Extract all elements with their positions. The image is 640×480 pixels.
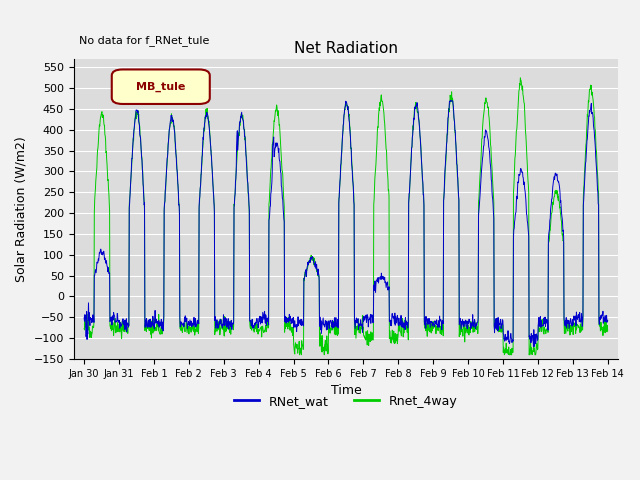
- Line: Rnet_4way: Rnet_4way: [84, 78, 608, 355]
- Text: No data for f_RNet_tule: No data for f_RNet_tule: [79, 35, 209, 46]
- Rnet_4way: [184, 324, 191, 330]
- X-axis label: Time: Time: [330, 384, 362, 397]
- Y-axis label: Solar Radiation (W/m2): Solar Radiation (W/m2): [15, 136, 28, 282]
- RNet_wat: [530, 344, 538, 349]
- Rnet_4way: [80, 325, 88, 331]
- RNet_wat: [255, 315, 263, 321]
- RNet_wat: [427, 319, 435, 325]
- RNet_wat: [184, 322, 191, 328]
- Legend: RNet_wat, Rnet_4way: RNet_wat, Rnet_4way: [229, 390, 463, 413]
- Rnet_4way: [428, 330, 435, 336]
- RNet_wat: [542, 319, 550, 325]
- RNet_wat: [196, 183, 204, 189]
- Line: RNet_wat: RNet_wat: [84, 101, 608, 347]
- Rnet_4way: [255, 327, 263, 333]
- RNet_wat: [496, 322, 504, 328]
- Rnet_4way: [496, 328, 504, 334]
- RNet_wat: [447, 98, 454, 104]
- FancyBboxPatch shape: [112, 70, 210, 104]
- Rnet_4way: [604, 328, 612, 334]
- Rnet_4way: [542, 326, 550, 332]
- Rnet_4way: [296, 352, 303, 358]
- Title: Net Radiation: Net Radiation: [294, 41, 398, 57]
- Rnet_4way: [516, 75, 524, 81]
- RNet_wat: [604, 318, 612, 324]
- RNet_wat: [80, 315, 88, 321]
- Rnet_4way: [196, 183, 204, 189]
- Text: MB_tule: MB_tule: [136, 82, 186, 92]
